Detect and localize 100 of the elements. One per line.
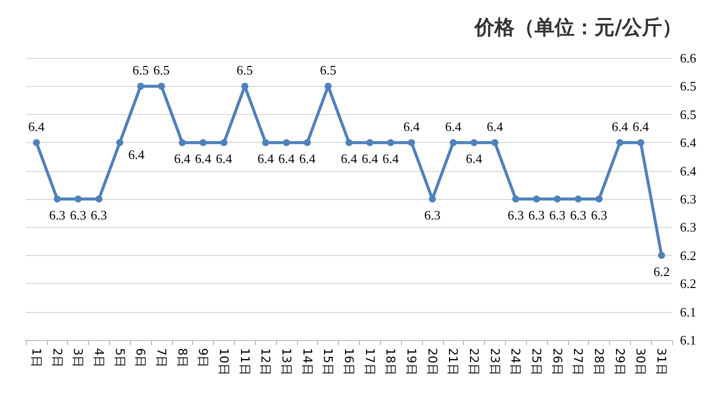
x-tick-label: 13日 — [279, 348, 294, 376]
point — [220, 139, 228, 146]
point — [387, 139, 394, 146]
data-label: 6.4 — [403, 119, 420, 134]
y-tick-label: 6.3 — [680, 192, 696, 206]
x-tick-label: 18日 — [384, 348, 398, 376]
data-label: 6.4 — [632, 119, 650, 134]
data-label: 6.4 — [362, 151, 378, 166]
data-label: 6.3 — [508, 208, 524, 222]
point — [324, 82, 332, 90]
data-label: 6.3 — [528, 208, 545, 222]
point — [491, 139, 498, 146]
point — [137, 82, 144, 90]
data-label: 6.4 — [340, 151, 358, 166]
data-label: 6.3 — [70, 208, 86, 222]
point — [428, 196, 436, 202]
x-tick-label: 21日 — [446, 348, 460, 376]
x-tick-label: 5日 — [112, 348, 127, 368]
point — [200, 139, 207, 146]
x-tick-label: 8日 — [175, 348, 190, 368]
x-tick-label: 25日 — [530, 348, 544, 376]
x-tick-label: 24日 — [508, 348, 523, 376]
x-tick-label: 29日 — [612, 348, 627, 376]
x-tick-label: 7日 — [154, 348, 168, 368]
data-label: 6.3 — [49, 208, 66, 222]
x-tick-label: 3日 — [71, 348, 86, 368]
x-tick-label: 12日 — [258, 348, 273, 376]
data-label: 6.4 — [466, 151, 483, 166]
point — [408, 139, 416, 146]
point — [178, 139, 186, 146]
point — [596, 196, 603, 202]
y-tick-label: 6.2 — [680, 248, 696, 263]
x-tick-label: 9日 — [196, 348, 210, 368]
data-label: 6.4 — [612, 119, 629, 134]
x-tick-label: 2日 — [50, 348, 64, 368]
data-label: 6.4 — [299, 151, 316, 166]
point — [95, 196, 102, 202]
point — [74, 196, 82, 202]
data-label: 6.4 — [258, 151, 274, 166]
point — [262, 139, 270, 146]
point — [304, 139, 311, 146]
point — [241, 82, 248, 90]
data-label: 6.4 — [128, 147, 146, 162]
data-label: 6.5 — [236, 62, 253, 78]
data-label: 6.4 — [174, 151, 191, 166]
x-tick-label: 14日 — [300, 348, 314, 376]
point — [116, 139, 124, 146]
x-tick-label: 31日 — [654, 348, 669, 376]
data-label: 6.3 — [570, 208, 586, 222]
x-tick-label: 22日 — [467, 348, 482, 376]
point — [533, 196, 540, 202]
point — [554, 196, 561, 202]
data-label: 6.2 — [653, 264, 670, 279]
data-label: 6.4 — [195, 151, 212, 166]
chart-title: 价格（单位：元/公斤） — [474, 15, 682, 39]
point — [346, 139, 352, 146]
y-tick-label: 6.2 — [680, 276, 696, 292]
data-label: 6.3 — [424, 208, 440, 222]
x-tick-label: 4日 — [92, 348, 106, 368]
x-tick-label: 27日 — [571, 348, 586, 376]
data-label: 6.5 — [132, 62, 149, 78]
point — [450, 139, 457, 146]
point — [658, 252, 666, 259]
data-label: 6.3 — [90, 208, 108, 222]
point — [512, 196, 520, 202]
point — [158, 82, 165, 90]
point — [470, 139, 478, 146]
x-tick-label: 11日 — [238, 348, 252, 376]
x-tick-label: 10日 — [216, 348, 231, 376]
x-tick-label: 30日 — [634, 348, 648, 376]
data-label: 6.4 — [278, 151, 296, 166]
data-label: 6.4 — [445, 119, 462, 134]
data-label: 6.5 — [153, 62, 170, 78]
x-tick-label: 15日 — [321, 348, 336, 376]
y-tick-label: 6.3 — [680, 220, 696, 235]
x-tick-label: 17日 — [362, 348, 377, 376]
x-tick-label: 16日 — [342, 348, 356, 376]
x-tick-label: 1日 — [29, 348, 44, 368]
x-tick-label: 6日 — [134, 348, 148, 368]
y-tick-label: 6.5 — [680, 106, 696, 122]
x-tick-label: 26日 — [550, 348, 564, 376]
point — [282, 139, 290, 146]
y-tick-label: 6.1 — [680, 332, 696, 348]
data-label: 6.4 — [486, 119, 504, 134]
data-label: 6.3 — [590, 208, 608, 222]
data-label: 6.4 — [382, 151, 400, 166]
x-tick-label: 28日 — [592, 348, 606, 376]
x-tick-label: 20日 — [425, 348, 440, 376]
data-label: 6.4 — [216, 151, 233, 166]
x-tick-label: 19日 — [404, 348, 419, 376]
point — [366, 139, 374, 146]
y-tick-label: 6.4 — [680, 163, 697, 178]
y-tick-label: 6.5 — [680, 78, 696, 94]
point — [32, 139, 40, 146]
data-label: 6.4 — [28, 119, 46, 134]
point — [637, 139, 644, 146]
y-tick-label: 6.1 — [680, 304, 696, 320]
data-label: 6.3 — [549, 208, 566, 222]
y-tick-label: 6.4 — [680, 135, 697, 150]
point — [54, 196, 61, 202]
